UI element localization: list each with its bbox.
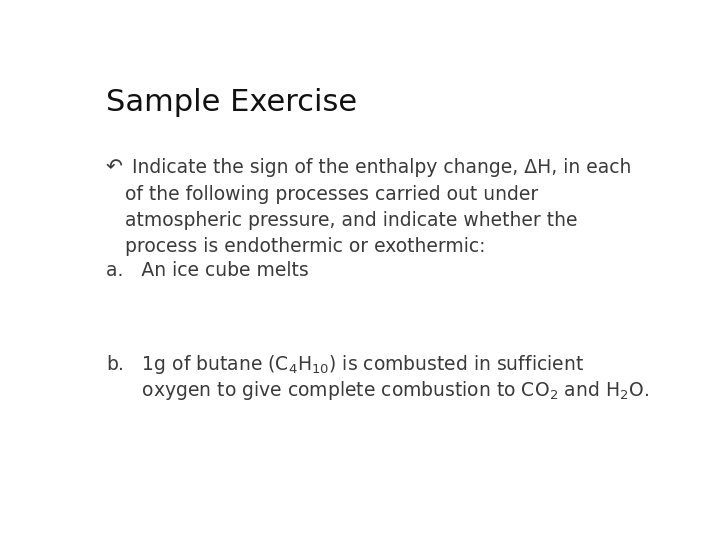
Text: a.   An ice cube melts: a. An ice cube melts (106, 261, 308, 280)
Text: of the following processes carried out under: of the following processes carried out u… (125, 185, 538, 204)
Text: b.   1g of butane (C$_4$H$_{10}$) is combusted in sufficient: b. 1g of butane (C$_4$H$_{10}$) is combu… (106, 353, 584, 375)
Text: atmospheric pressure, and indicate whether the: atmospheric pressure, and indicate wheth… (125, 211, 577, 229)
Text: process is endothermic or exothermic:: process is endothermic or exothermic: (125, 237, 485, 256)
Text: Indicate the sign of the enthalpy change, ΔH, in each: Indicate the sign of the enthalpy change… (132, 158, 631, 177)
Text: oxygen to give complete combustion to CO$_2$ and H$_2$O.: oxygen to give complete combustion to CO… (106, 379, 649, 402)
Text: Sample Exercise: Sample Exercise (106, 87, 356, 117)
Text: ↶: ↶ (106, 158, 122, 177)
